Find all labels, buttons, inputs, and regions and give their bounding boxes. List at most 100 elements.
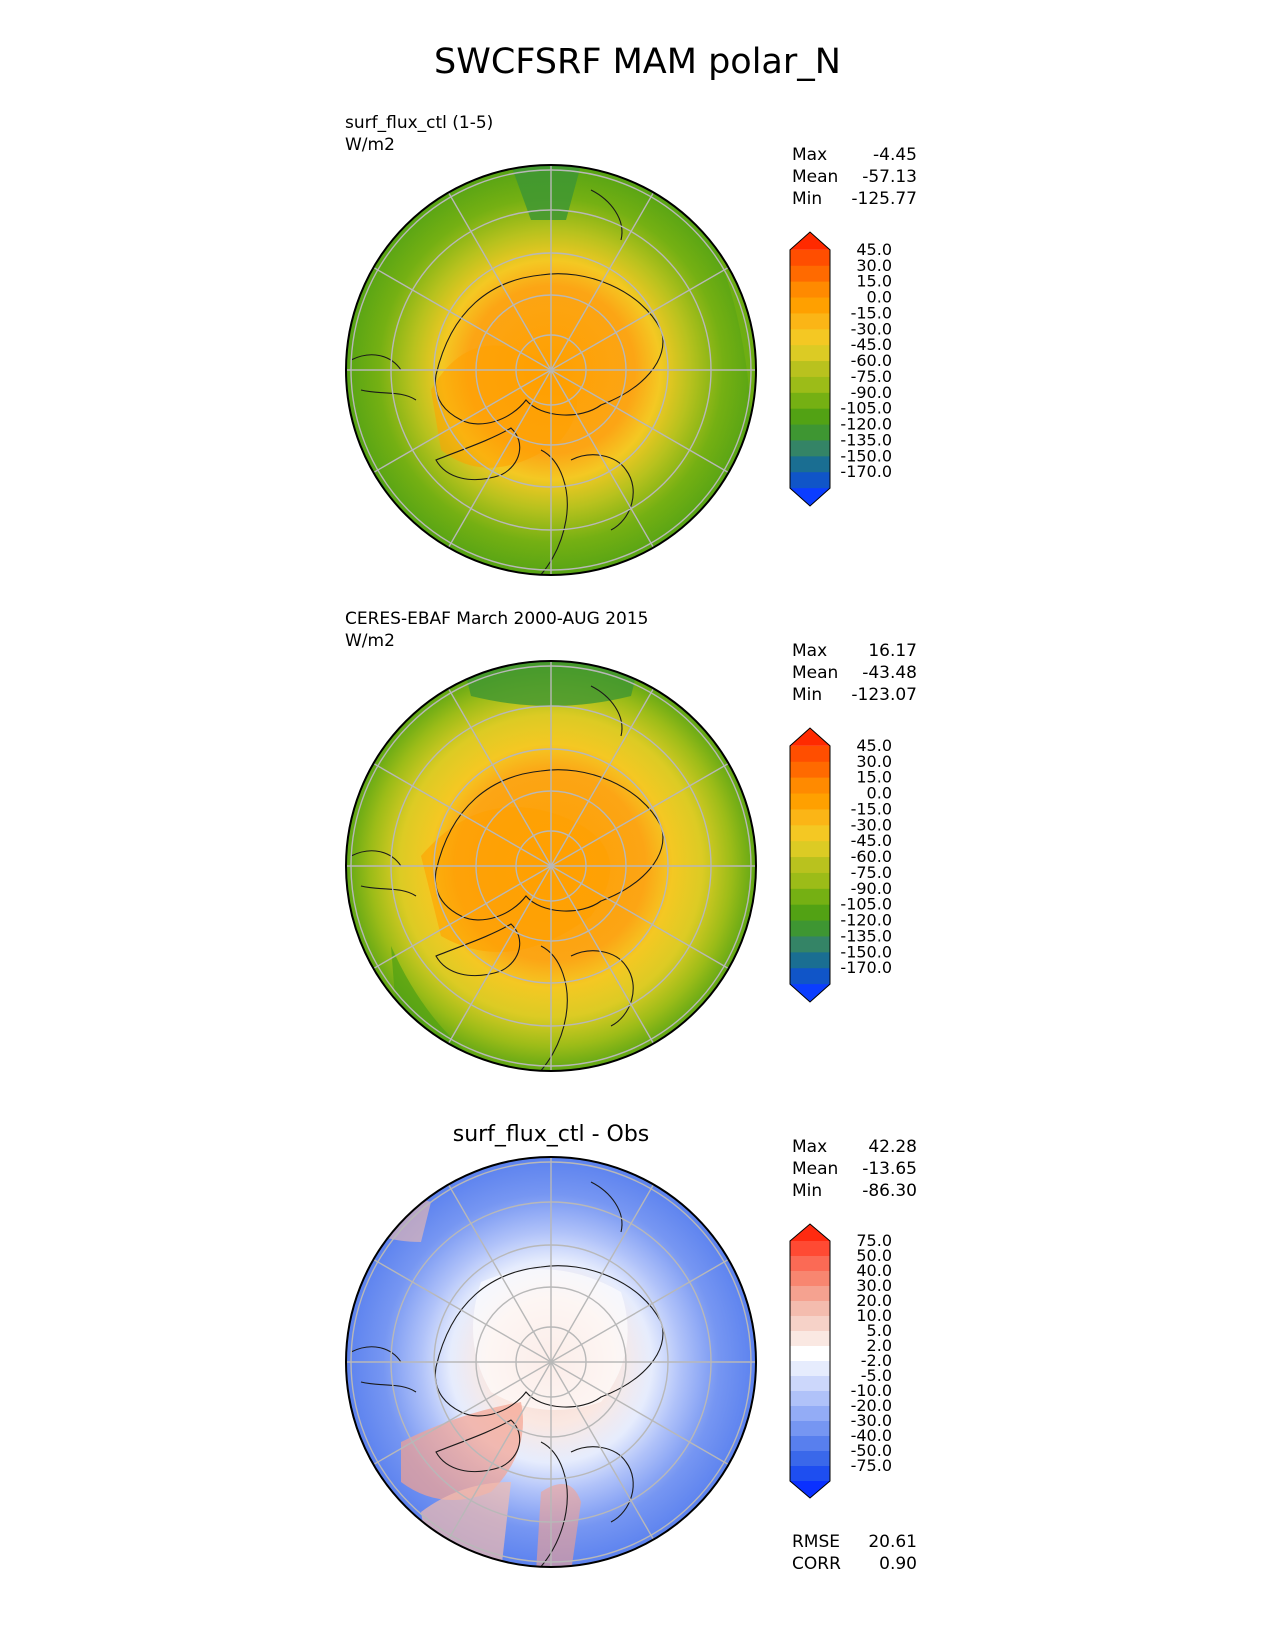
colorbar-tick-label: -20.0 bbox=[851, 1396, 892, 1415]
colorbar-swatch bbox=[790, 1346, 830, 1362]
panel1-polar-map bbox=[345, 164, 757, 576]
colorbar-tick-label: -105.0 bbox=[840, 399, 892, 418]
colorbar-swatch bbox=[790, 1361, 830, 1377]
colorbar-tick-label: 30.0 bbox=[856, 256, 892, 275]
colorbar-swatch bbox=[790, 329, 830, 346]
colorbar-tick-label: -60.0 bbox=[851, 847, 892, 866]
colorbar-swatch bbox=[790, 281, 830, 299]
colorbar-tick-label: 10.0 bbox=[856, 1306, 892, 1325]
colorbar-swatch bbox=[790, 825, 830, 842]
panel1-label: surf_flux_ctl (1-5) W/m2 bbox=[345, 112, 493, 156]
colorbar-swatch bbox=[790, 793, 830, 810]
colorbar-swatch bbox=[790, 920, 830, 937]
colorbar-swatch bbox=[790, 232, 830, 250]
colorbar-swatch bbox=[790, 1391, 830, 1407]
panel3-coastlines bbox=[350, 1181, 664, 1567]
colorbar-tick-label: -135.0 bbox=[840, 926, 892, 945]
colorbar-tick-label: -120.0 bbox=[840, 415, 892, 434]
colorbar-swatch bbox=[790, 472, 830, 489]
colorbar-tick-label: -45.0 bbox=[851, 335, 892, 354]
colorbar-swatch bbox=[790, 1466, 830, 1482]
colorbar-tick-label: 0.0 bbox=[867, 288, 892, 307]
panel3-graticule bbox=[346, 1157, 756, 1567]
colorbar-swatch bbox=[790, 361, 830, 378]
colorbar-swatch bbox=[790, 456, 830, 473]
colorbar-swatch bbox=[790, 345, 830, 362]
colorbar-tick-label: -170.0 bbox=[840, 958, 892, 977]
colorbar-swatch bbox=[790, 1436, 830, 1452]
colorbar-swatch bbox=[790, 1241, 830, 1257]
panel2-colorbar: 45.030.015.00.0-15.0-30.0-45.0-60.0-75.0… bbox=[789, 727, 892, 1003]
colorbar-tick-label: -90.0 bbox=[851, 879, 892, 898]
panel1-graticule bbox=[346, 165, 756, 575]
colorbar-swatch bbox=[790, 488, 830, 506]
colorbar-swatch bbox=[790, 313, 830, 330]
colorbar-outline bbox=[789, 1223, 831, 1499]
panel2-polar-map bbox=[345, 660, 757, 1072]
colorbar-swatch bbox=[790, 872, 830, 890]
colorbar-swatch bbox=[790, 1421, 830, 1437]
figure-title: SWCFSRF MAM polar_N bbox=[434, 42, 841, 82]
panel3-polar-map bbox=[345, 1156, 757, 1568]
colorbar-swatch bbox=[790, 857, 830, 874]
colorbar-swatch bbox=[790, 809, 830, 826]
panel1-units: W/m2 bbox=[345, 135, 395, 155]
panel3-title: surf_flux_ctl - Obs bbox=[452, 1122, 650, 1147]
colorbar-tick-label: 45.0 bbox=[856, 736, 892, 755]
colorbar-tick-label: -135.0 bbox=[840, 430, 892, 449]
colorbar-tick-label: -60.0 bbox=[851, 351, 892, 370]
panel2-map-border bbox=[345, 660, 757, 1072]
colorbar-outline bbox=[789, 231, 831, 507]
colorbar-tick-label: 30.0 bbox=[856, 1276, 892, 1295]
colorbar-swatch bbox=[790, 424, 830, 441]
colorbar-tick-label: -50.0 bbox=[851, 1441, 892, 1460]
colorbar-swatch bbox=[790, 1316, 830, 1332]
panel1-mean: Mean -57.13 bbox=[792, 167, 917, 187]
colorbar-tick-label: -150.0 bbox=[840, 446, 892, 465]
colorbar-tick-label: 40.0 bbox=[856, 1261, 892, 1280]
panel3-min: Min -86.30 bbox=[792, 1181, 917, 1201]
colorbar-swatch bbox=[790, 1224, 830, 1241]
colorbar-swatch bbox=[790, 1256, 830, 1272]
panel2-max: Max 16.17 bbox=[792, 641, 917, 661]
panel3-rmse: RMSE 20.61 bbox=[792, 1532, 917, 1552]
panel1-coastlines bbox=[350, 189, 664, 575]
colorbar-tick-label: -5.0 bbox=[861, 1366, 892, 1385]
colorbar-swatch bbox=[790, 297, 830, 314]
panel1-colorbar: 45.030.015.00.0-15.0-30.0-45.0-60.0-75.0… bbox=[789, 231, 892, 507]
colorbar-swatch bbox=[790, 1286, 830, 1302]
colorbar-tick-label: 15.0 bbox=[856, 768, 892, 787]
colorbar-tick-label: 15.0 bbox=[856, 272, 892, 291]
colorbar-tick-label: -30.0 bbox=[851, 1411, 892, 1430]
colorbar-swatch bbox=[790, 936, 830, 953]
colorbar-swatch bbox=[790, 1406, 830, 1422]
colorbar-tick-label: -120.0 bbox=[840, 911, 892, 930]
panel2-label: CERES-EBAF March 2000-AUG 2015 W/m2 bbox=[345, 608, 648, 652]
colorbar-swatch bbox=[790, 376, 830, 394]
colorbar-swatch bbox=[790, 761, 830, 779]
panel3-max: Max 42.28 bbox=[792, 1137, 917, 1157]
colorbar-swatch bbox=[790, 1376, 830, 1392]
colorbar-swatch bbox=[790, 249, 830, 267]
panel1-min: Min -125.77 bbox=[792, 189, 917, 209]
panel1-map-border bbox=[345, 164, 757, 576]
colorbar-tick-label: 20.0 bbox=[856, 1291, 892, 1310]
colorbar-tick-label: -75.0 bbox=[851, 863, 892, 882]
panel3-map-border bbox=[345, 1156, 757, 1568]
colorbar-swatch bbox=[790, 1451, 830, 1467]
panel3-corr: CORR 0.90 bbox=[792, 1554, 917, 1574]
panel3-mean: Mean -13.65 bbox=[792, 1159, 917, 1179]
colorbar-tick-label: 50.0 bbox=[856, 1246, 892, 1265]
colorbar-tick-label: 0.0 bbox=[867, 784, 892, 803]
colorbar-swatch bbox=[790, 1301, 830, 1317]
colorbar-tick-label: -170.0 bbox=[840, 462, 892, 481]
colorbar-tick-label: 30.0 bbox=[856, 752, 892, 771]
panel2-mean: Mean -43.48 bbox=[792, 663, 917, 683]
colorbar-swatch bbox=[790, 1271, 830, 1287]
colorbar-swatch bbox=[790, 1481, 830, 1498]
colorbar-swatch bbox=[790, 841, 830, 858]
colorbar-swatch bbox=[790, 984, 830, 1002]
colorbar-tick-label: -105.0 bbox=[840, 895, 892, 914]
colorbar-tick-label: 2.0 bbox=[867, 1336, 892, 1355]
panel2-graticule bbox=[346, 661, 756, 1071]
